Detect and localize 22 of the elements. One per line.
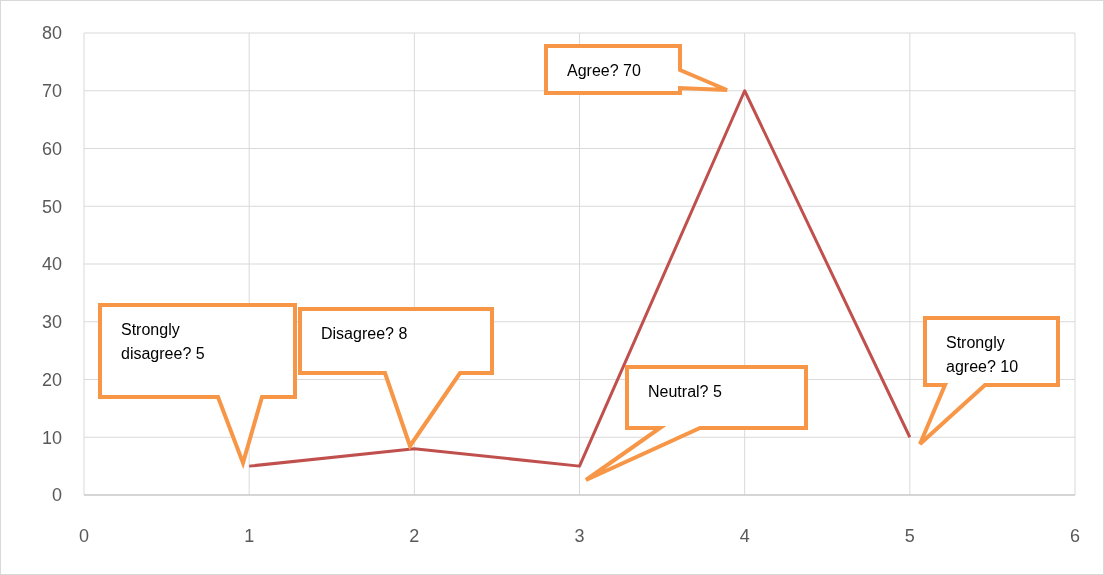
annotation: Disagree? 8 <box>321 325 408 342</box>
annotation: Agree? 70 <box>567 62 641 79</box>
y-tick-label: 80 <box>41 23 62 44</box>
y-tick-label: 50 <box>41 196 62 217</box>
x-tick-label: 4 <box>739 526 750 546</box>
x-tick-label: 1 <box>244 526 255 546</box>
annotation: Strongly agree? 10 <box>946 334 1019 375</box>
annotation: Neutral? 5 <box>648 383 722 400</box>
x-tick-label: 5 <box>904 526 915 546</box>
y-tick-label: 20 <box>41 369 62 390</box>
x-tick-label: 0 <box>78 526 90 546</box>
y-tick-label: 30 <box>41 312 62 333</box>
y-tick-label: 40 <box>41 254 62 275</box>
x-tick-label: 6 <box>1069 526 1081 546</box>
y-tick-label: 10 <box>41 427 62 448</box>
y-tick-label: 70 <box>41 81 62 102</box>
line-series <box>247 89 912 468</box>
y-tick-label: 0 <box>51 485 62 506</box>
y-tick-label: 60 <box>41 138 62 159</box>
x-tick-label: 2 <box>409 526 420 546</box>
x-tick-label: 3 <box>574 526 585 546</box>
annotation: Strongly disagree? 5 <box>121 321 205 362</box>
